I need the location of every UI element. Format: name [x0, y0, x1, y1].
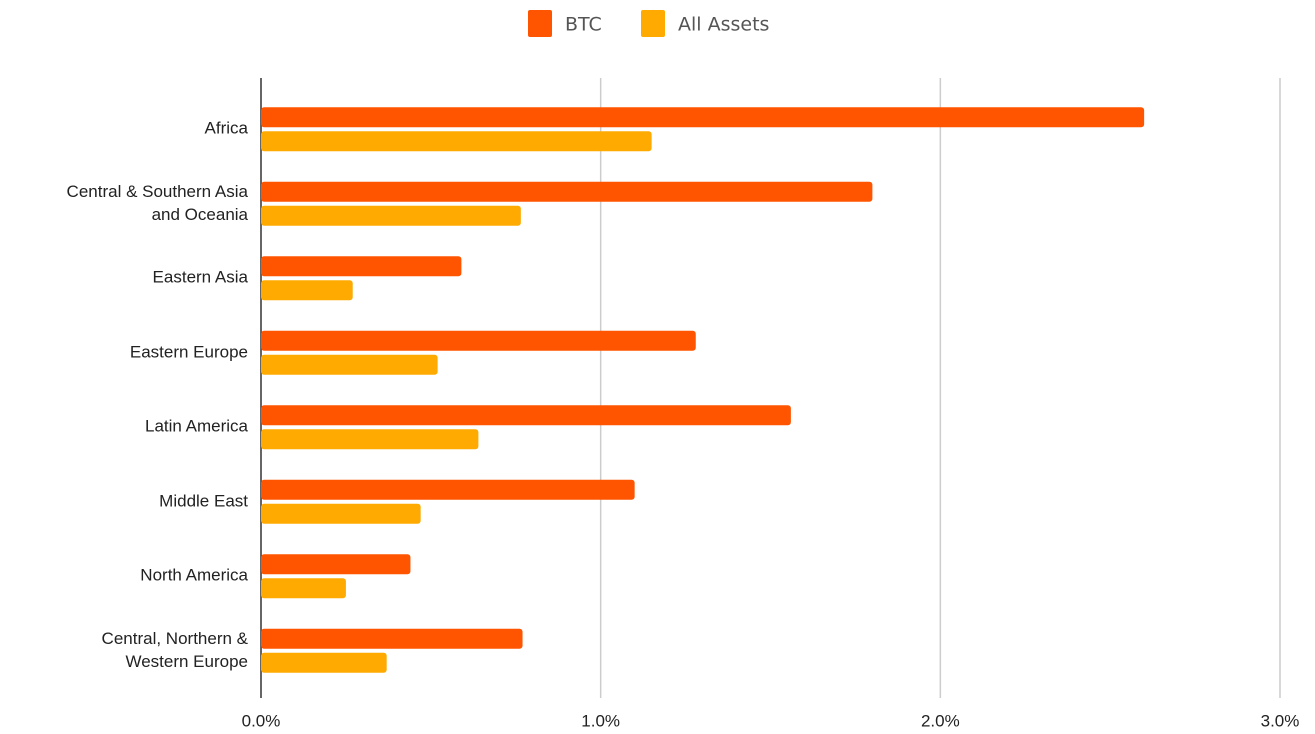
x-tick-label: 1.0% — [581, 711, 620, 730]
bar — [261, 256, 462, 277]
y-tick-label: Central, Northern & Western Europe — [101, 628, 248, 671]
y-tick-label: Central & Southern Asia and Oceania — [66, 181, 248, 224]
x-tick-label: 0.0% — [242, 711, 281, 730]
bar — [261, 107, 1145, 128]
bar — [261, 354, 438, 375]
y-tick-label: Eastern Asia — [152, 267, 248, 287]
bar — [261, 131, 652, 152]
legend-label: All Assets — [678, 14, 769, 36]
y-tick-label: Latin America — [145, 416, 248, 436]
bar — [261, 479, 635, 500]
y-tick-label: Eastern Europe — [129, 342, 248, 362]
bar — [261, 405, 791, 426]
bar — [261, 330, 696, 351]
bar — [261, 503, 421, 524]
bar — [261, 181, 873, 202]
bar — [261, 628, 523, 649]
x-tick-label: 3.0% — [1261, 711, 1300, 730]
bar — [261, 652, 387, 673]
y-tick-label: North America — [140, 565, 248, 585]
bar — [261, 429, 479, 450]
legend-swatch — [641, 10, 665, 37]
x-tick-label: 2.0% — [921, 711, 960, 730]
y-tick-label: Africa — [204, 118, 248, 138]
bar — [261, 554, 411, 575]
legend-swatch — [528, 10, 552, 37]
bar — [261, 578, 346, 599]
legend-label: BTC — [565, 14, 602, 36]
y-tick-label: Middle East — [159, 491, 248, 511]
bar — [261, 205, 521, 226]
bar — [261, 280, 353, 301]
